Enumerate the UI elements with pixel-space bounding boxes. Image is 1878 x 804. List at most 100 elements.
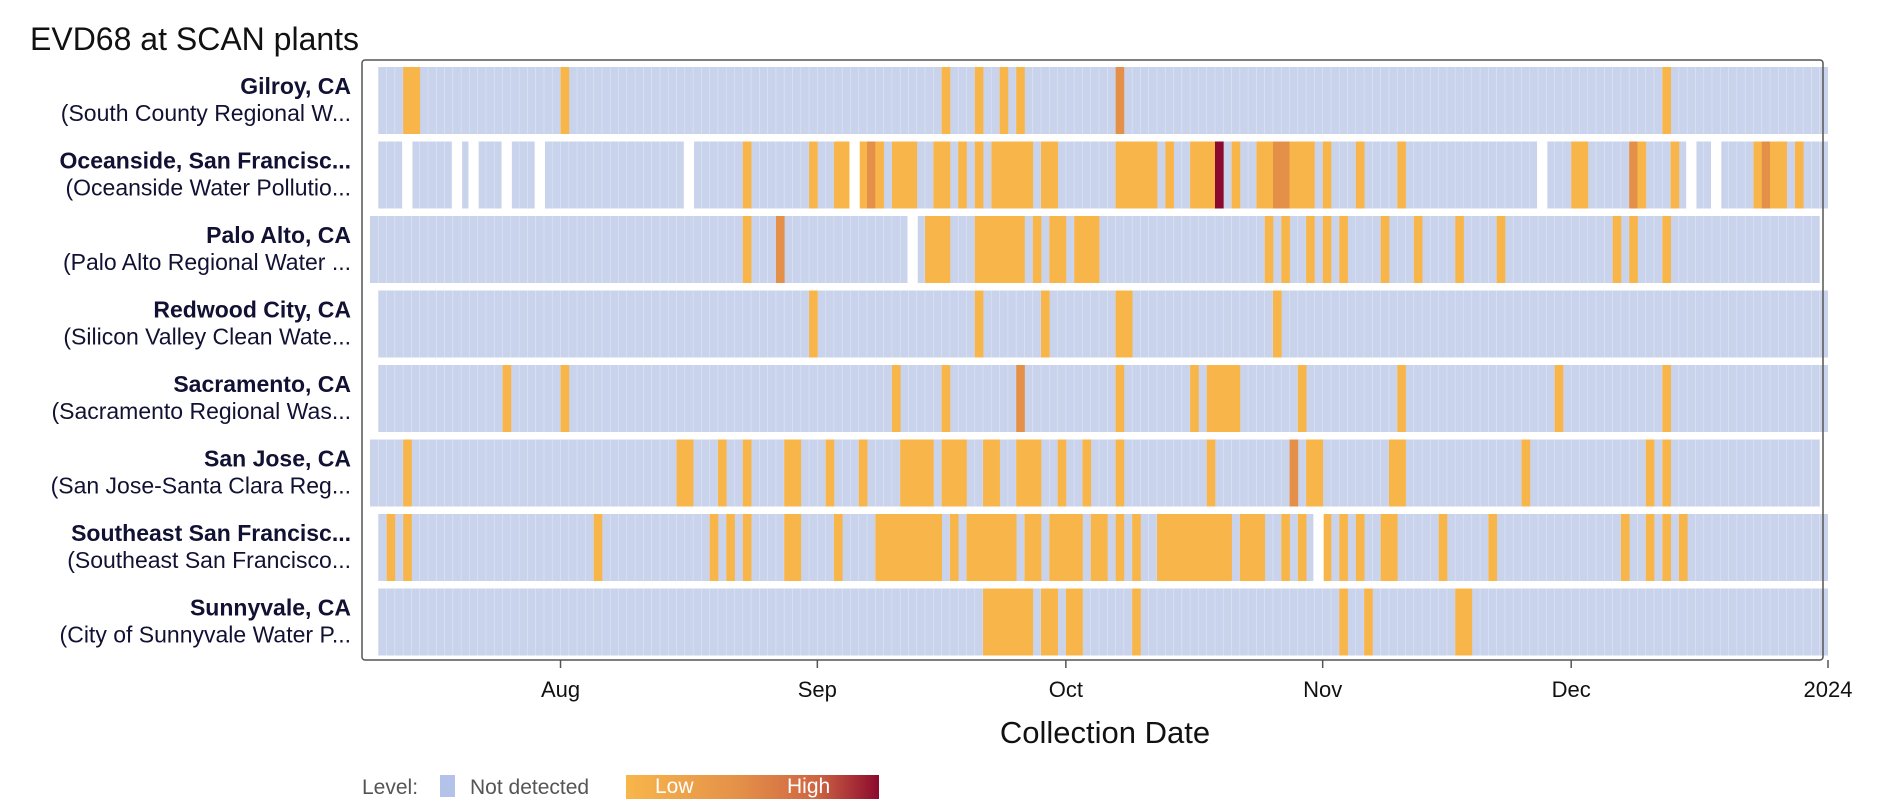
detection-cell: [1455, 588, 1464, 656]
detection-cell: [1794, 141, 1804, 209]
detection-cell: [825, 439, 835, 507]
legend-high-label: High: [787, 775, 830, 798]
detection-cell: [974, 67, 984, 134]
site-name: Gilroy, CA: [240, 73, 351, 99]
detection-cell: [1339, 588, 1348, 656]
site-row: [378, 290, 1828, 358]
detection-cell: [1090, 216, 1100, 283]
detection-cell: [1612, 216, 1622, 283]
detection-cell: [1214, 365, 1224, 432]
site-row: [378, 365, 1828, 432]
site-row: [370, 215, 1820, 284]
detection-cell: [1322, 514, 1332, 581]
row-background: [370, 439, 1820, 507]
x-tick-label: Dec: [1552, 677, 1591, 702]
site-name: Sacramento, CA: [173, 371, 351, 397]
detection-cell: [999, 141, 1009, 209]
detection-cell: [1165, 514, 1174, 581]
detection-cell: [717, 439, 727, 507]
x-axis: Aug Sep Oct Nov Dec 2024: [541, 660, 1852, 702]
detection-cell: [403, 514, 412, 581]
detection-cell: [858, 439, 868, 507]
legend-level-gradient: [626, 775, 879, 799]
site-plant: (Southeast San Francisco...: [67, 547, 351, 573]
detection-cell: [1297, 365, 1307, 432]
detection-cell: [949, 514, 959, 581]
detection-cell: [1620, 514, 1630, 581]
detection-cell: [1132, 514, 1141, 581]
detection-cell: [875, 514, 885, 581]
detection-cell: [991, 216, 1000, 283]
detection-cell: [1297, 514, 1307, 581]
detection-cell: [1016, 216, 1025, 283]
detection-cell: [1057, 216, 1067, 283]
detection-cell: [1554, 365, 1564, 432]
detection-cell: [991, 439, 1000, 507]
x-axis-title: Collection Date: [1000, 715, 1210, 750]
detection-cell: [833, 141, 843, 209]
site-name: San Jose, CA: [204, 446, 351, 472]
x-tick-label: Sep: [798, 677, 837, 702]
detection-cell: [983, 588, 992, 656]
detection-cell: [1007, 588, 1017, 656]
site-plant: (Silicon Valley Clean Wate...: [63, 324, 351, 350]
gap-cell: [1313, 513, 1324, 582]
detection-cell: [974, 141, 984, 209]
detection-cell: [933, 216, 942, 283]
gap-cell: [402, 140, 413, 210]
detection-cell: [784, 514, 793, 581]
detection-cell: [833, 514, 843, 581]
detection-cell: [974, 514, 984, 581]
detection-cell: [1190, 141, 1199, 209]
detection-cell: [742, 514, 752, 581]
detection-cell: [1065, 514, 1075, 581]
site-plant: (San Jose-Santa Clara Reg...: [51, 473, 351, 499]
detection-cell: [1181, 514, 1191, 581]
detection-cell: [1753, 141, 1763, 209]
detection-cell: [784, 439, 793, 507]
detection-cell: [1214, 514, 1224, 581]
detection-cell: [742, 141, 752, 209]
detection-cell: [999, 216, 1009, 283]
detection-cell: [1579, 141, 1589, 209]
detection-cell: [1306, 141, 1315, 209]
detection-cell: [941, 67, 951, 134]
detection-cell: [1049, 216, 1058, 283]
detection-cell: [908, 514, 918, 581]
detection-cell: [1521, 439, 1531, 507]
row-background: [378, 290, 1828, 358]
detection-cell: [1322, 216, 1332, 283]
detection-cell: [1388, 514, 1398, 581]
detection-cell: [1115, 439, 1125, 507]
detection-cell: [1007, 141, 1017, 209]
detection-cell: [1206, 365, 1216, 432]
detection-cell: [933, 141, 942, 209]
site-name: Redwood City, CA: [153, 297, 351, 323]
detection-cell: [1645, 439, 1655, 507]
detection-cell: [900, 141, 909, 209]
detection-cell: [1057, 514, 1067, 581]
site-plant: (Oceanside Water Pollutio...: [66, 175, 352, 201]
site-row: [378, 588, 1828, 656]
gap-cell: [683, 140, 695, 210]
detection-cell: [1761, 141, 1771, 209]
detection-cell: [941, 141, 951, 209]
detection-cell: [908, 439, 918, 507]
detection-cell: [1637, 141, 1647, 209]
detection-cell: [1256, 514, 1266, 581]
detection-cell: [1488, 514, 1498, 581]
detection-cell: [1057, 439, 1067, 507]
detection-cell: [1248, 514, 1257, 581]
detection-cell: [974, 216, 984, 283]
detection-cell: [1256, 141, 1266, 209]
detection-cell: [1115, 290, 1125, 358]
detection-cell: [983, 216, 992, 283]
detection-cell: [1090, 514, 1100, 581]
detection-cell: [1662, 67, 1671, 134]
gap-cell: [451, 140, 463, 210]
chart-title: EVD68 at SCAN plants: [30, 21, 359, 57]
detection-cell: [1173, 514, 1183, 581]
legend-low-label: Low: [655, 775, 694, 798]
detection-cell: [1339, 514, 1348, 581]
detection-cell: [1645, 514, 1655, 581]
